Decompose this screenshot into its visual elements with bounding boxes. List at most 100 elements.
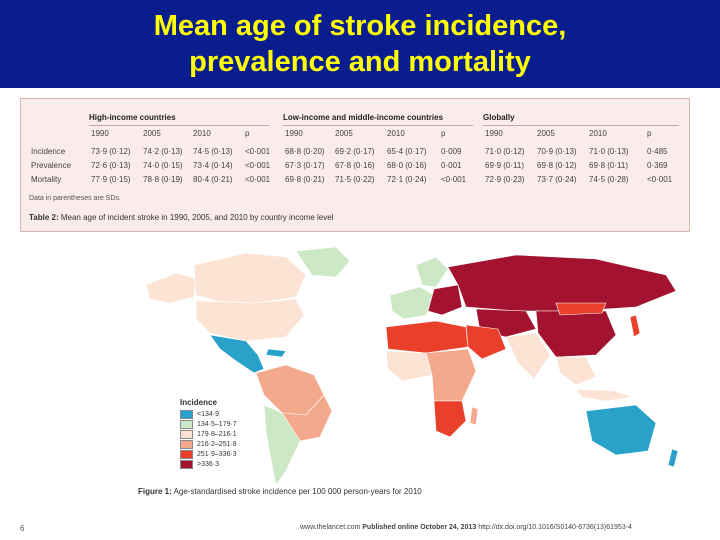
- table-cell: 72·9 (0·23): [485, 175, 525, 184]
- legend-label: 216·2–251·8: [197, 440, 237, 448]
- map-legend: Incidence <134·9 134·5–179·7 179·8–216·1…: [180, 398, 237, 469]
- group-header-low-middle-income: Low-income and middle-income countries: [283, 113, 473, 126]
- table-caption-label: Table 2:: [29, 213, 59, 222]
- table-cell: 74·5 (0·28): [589, 175, 629, 184]
- page-footer: www.thelancet.com Published online Octob…: [300, 524, 632, 531]
- figure-caption-label: Figure 1:: [138, 487, 172, 496]
- table-cell: <0·001: [245, 147, 271, 156]
- table-cell: 69·9 (0·11): [485, 161, 524, 170]
- legend-swatch: [180, 459, 193, 469]
- col-header: 1990: [285, 129, 303, 138]
- table-cell: 73·4 (0·14): [193, 161, 233, 170]
- table-cell: 0·001: [441, 161, 462, 170]
- legend-label: <134·9: [197, 410, 219, 418]
- legend-label: >336·3: [197, 460, 219, 468]
- map-region-caribbean: [265, 348, 287, 358]
- map-region-alaska: [145, 272, 197, 304]
- map-region-western-europe: [389, 286, 435, 320]
- table-cell: 65·4 (0·17): [387, 147, 427, 156]
- group-header-high-income: High-income countries: [89, 113, 269, 126]
- table-cell: 71·0 (0·13): [589, 147, 629, 156]
- table-cell: 70·9 (0·13): [537, 147, 577, 156]
- map-region-japan: [629, 314, 641, 338]
- table-cell: 69·8 (0·12): [537, 161, 577, 170]
- table-caption-text: Mean age of incident stroke in 1990, 200…: [58, 213, 334, 222]
- map-region-usa: [195, 298, 305, 342]
- col-header: p: [245, 129, 250, 138]
- table-row: Incidence 73·9 (0·12) 74·2 (0·13) 74·5 (0·1…: [31, 147, 681, 161]
- map-region-central-east-africa: [425, 348, 477, 402]
- table-cell: <0·001: [647, 175, 673, 184]
- map-region-indonesia: [575, 388, 633, 402]
- world-stroke-incidence-map: [145, 246, 679, 486]
- col-header: p: [441, 129, 446, 138]
- table-cell: <0·001: [245, 161, 271, 170]
- map-region-mexico-central-america: [209, 334, 265, 374]
- table-cell: 78·8 (0·19): [143, 175, 183, 184]
- col-header: 2010: [193, 129, 211, 138]
- map-region-canada: [193, 252, 307, 304]
- col-header: p: [647, 129, 652, 138]
- table-note: Data in parentheses are SDs.: [29, 195, 121, 202]
- col-header: 2010: [387, 129, 405, 138]
- map-region-middle-east: [465, 324, 507, 360]
- table-cell: 69·8 (0·21): [285, 175, 325, 184]
- map-region-southern-cone: [263, 404, 301, 486]
- footer-site: www.thelancet.com: [300, 524, 361, 531]
- col-header: 2005: [537, 129, 555, 138]
- table-cell: 77·9 (0·15): [91, 175, 131, 184]
- legend-swatch: [180, 419, 193, 429]
- table-cell: 71·0 (0·12): [485, 147, 525, 156]
- col-header: 2005: [143, 129, 161, 138]
- map-region-southeast-asia: [555, 356, 597, 386]
- map-region-southern-africa: [433, 400, 467, 438]
- group-header-globally: Globally: [483, 113, 679, 126]
- table-cell: <0·001: [441, 175, 467, 184]
- legend-item: 179·8–216·1: [180, 429, 237, 439]
- table-cell: 68·8 (0·20): [285, 147, 325, 156]
- table-cell: 71·5 (0·22): [335, 175, 375, 184]
- table-caption: Table 2: Mean age of incident stroke in …: [29, 213, 333, 222]
- legend-label: 179·8–216·1: [197, 430, 237, 438]
- col-header: 2010: [589, 129, 607, 138]
- map-region-madagascar: [469, 406, 479, 426]
- legend-item: <134·9: [180, 409, 237, 419]
- map-region-greenland: [295, 246, 351, 278]
- slide-title-line-2: prevalence and mortality: [189, 46, 531, 78]
- row-label: Mortality: [31, 175, 62, 184]
- legend-swatch: [180, 429, 193, 439]
- table-cell: 74·0 (0·15): [143, 161, 183, 170]
- table-cell: 72·1 (0·24): [387, 175, 427, 184]
- slide-title-line-1: Mean age of stroke incidence,: [153, 10, 567, 42]
- map-region-china: [535, 310, 617, 358]
- col-header: 1990: [485, 129, 503, 138]
- table-cell: 68·0 (0·16): [387, 161, 427, 170]
- page-number: 6: [20, 524, 25, 533]
- table-cell: 69·8 (0·11): [589, 161, 628, 170]
- map-region-eastern-europe: [427, 284, 463, 316]
- slide-title: Mean age of stroke incidence, prevalence…: [0, 0, 720, 80]
- table-cell: 80·4 (0·21): [193, 175, 233, 184]
- map-region-north-africa: [385, 320, 469, 354]
- legend-item: 251·9–336·3: [180, 449, 237, 459]
- legend-title: Incidence: [180, 398, 217, 407]
- row-label: Incidence: [31, 147, 66, 156]
- legend-item: 216·2–251·8: [180, 439, 237, 449]
- map-region-new-zealand: [667, 448, 679, 468]
- table-cell: 72·6 (0·13): [91, 161, 131, 170]
- legend-swatch: [180, 449, 193, 459]
- table-row: Mortality 77·9 (0·15) 78·8 (0·19) 80·4 (0·2…: [31, 175, 681, 189]
- footer-doi: http://dx.doi.org/10.1016/S0140-6736(13)…: [478, 524, 632, 531]
- map-region-south-asia: [505, 332, 551, 380]
- map-region-australia: [585, 404, 657, 456]
- table-cell: 0·369: [647, 161, 668, 170]
- figure-caption: Figure 1: Age-standardised stroke incide…: [138, 487, 422, 496]
- legend-item: 134·5–179·7: [180, 419, 237, 429]
- table-cell: 73·7 (0·24): [537, 175, 577, 184]
- map-region-west-africa: [385, 350, 433, 382]
- table-cell: 74·5 (0·13): [193, 147, 233, 156]
- table-cell: 0·009: [441, 147, 462, 156]
- table-row: Prevalence 72·6 (0·13) 74·0 (0·15) 73·4 (0·…: [31, 161, 681, 175]
- col-header: 2005: [335, 129, 353, 138]
- table-cell: 0·485: [647, 147, 668, 156]
